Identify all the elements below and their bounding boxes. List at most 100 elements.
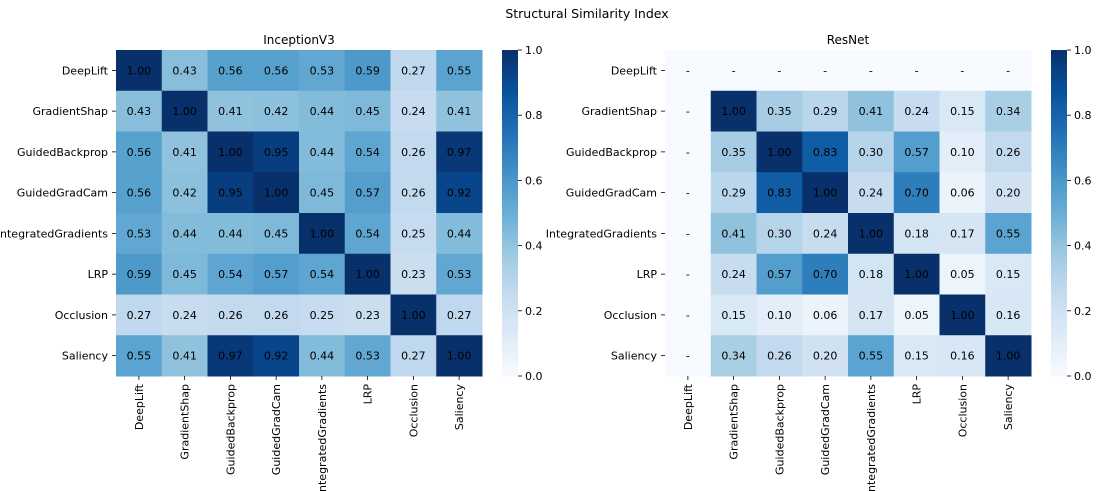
colorbar-segment [502,235,518,240]
heatmap-cell [299,213,346,255]
colorbar-segment [1051,366,1067,371]
heatmap-cell [756,294,803,336]
colorbar-segment [1051,307,1067,312]
cell-value-label: 0.95 [264,146,289,159]
colorbar-segment [1051,252,1067,256]
cell-value-label: 0.53 [447,268,472,281]
cell-value-label: 0.24 [172,309,197,322]
cell-value-label: - [1006,64,1010,77]
cell-value-label: - [686,227,690,240]
y-tick-label: Saliency [611,350,658,363]
colorbar-segment [502,118,518,123]
colorbar-segment [502,304,518,309]
x-tick-label: LRP [911,384,924,405]
cell-value-label: 0.16 [996,309,1021,322]
heatmap-cell [116,131,163,173]
heatmap-cell [985,335,1032,377]
colorbar-segment [502,167,518,172]
colorbar-segment [1051,248,1067,253]
colorbar-segment [502,63,518,67]
cell-value-label: 0.44 [172,227,197,240]
cell-value-label: 0.45 [172,268,197,281]
colorbar-segment [502,160,518,165]
cell-value-label: 0.06 [950,187,975,200]
colorbar-segment [1051,105,1067,110]
heatmap-cell [756,50,803,92]
heatmap-cell [893,253,940,295]
heatmap-cell [893,294,940,336]
colorbar-segment [1051,229,1067,234]
x-tick-label: Occlusion [407,384,420,437]
heatmap-cell [344,172,391,214]
heatmap-cell [985,253,1032,295]
heatmap-cell [665,213,712,255]
heatmap-cell [436,131,483,173]
y-tick-label: Occlusion [604,309,657,322]
cell-value-label: 1.00 [767,146,792,159]
colorbar-segment [1051,255,1067,260]
colorbar-tick-label: 0.8 [1074,109,1092,122]
colorbar-segment [502,248,518,253]
colorbar-segment [1051,66,1067,71]
colorbar-segment [502,369,518,374]
colorbar-segment [502,320,518,325]
colorbar-tick-label: 0.6 [525,174,543,187]
cell-value-label: 0.24 [813,227,838,240]
x-tick-label: GuidedGradCam [270,384,283,475]
colorbar-segment [1051,177,1067,181]
colorbar-segment [502,170,518,175]
x-tick-label: GuidedGradCam [819,384,832,475]
colorbar-segment [1051,59,1067,64]
colorbar-segment [502,362,518,367]
heatmap-cell [161,335,208,377]
x-tick-label: GuidedBackprop [224,384,237,475]
cell-value-label: 0.41 [721,227,746,240]
x-tick-label: IntegratedGradients [316,384,329,491]
cell-value-label: 0.53 [127,227,152,240]
heatmap-cell [299,335,346,377]
colorbar-segment [502,157,518,162]
colorbar-segment [502,76,518,80]
heatmap-cell [710,131,757,173]
colorbar-segment [502,209,518,214]
heatmap-cell [116,294,163,336]
cell-value-label: 1.00 [127,64,152,77]
heatmap-cell [253,131,300,173]
heatmap-cell [939,213,986,255]
colorbar-segment [1051,216,1067,221]
colorbar-segment [1051,95,1067,100]
colorbar-segment [502,183,518,188]
colorbar-segment [1051,164,1067,168]
colorbar-segment [502,307,518,312]
colorbar-segment [502,284,518,289]
cell-value-label: 0.95 [218,187,243,200]
heatmap-cell [299,253,346,295]
y-tick-label: DeepLift [611,64,658,77]
colorbar-segment [502,59,518,64]
cell-value-label: 0.10 [767,309,792,322]
colorbar-segment [1051,147,1067,152]
heatmap-cell [848,50,895,92]
heatmap-cell [939,294,986,336]
heatmap-cell [436,172,483,214]
colorbar-segment [1051,281,1067,286]
cell-value-label: 1.00 [310,227,335,240]
cell-value-label: 1.00 [904,268,929,281]
heatmap-cell [710,50,757,92]
heatmap-cell [893,90,940,132]
cell-value-label: 0.23 [355,309,380,322]
cell-value-label: - [823,64,827,77]
heatmap-cell [802,335,849,377]
heatmap-cell [161,90,208,132]
cell-value-label: 1.00 [355,268,380,281]
colorbar-segment [502,366,518,371]
colorbar-segment [1051,167,1067,172]
cell-value-label: 0.70 [813,268,838,281]
colorbar-segment [1051,226,1067,230]
colorbar-segment [1051,304,1067,309]
colorbar-segment [502,98,518,103]
heatmap-cell [893,335,940,377]
colorbar-segment [502,310,518,315]
colorbar-segment [502,222,518,227]
colorbar-segment [1051,314,1067,318]
